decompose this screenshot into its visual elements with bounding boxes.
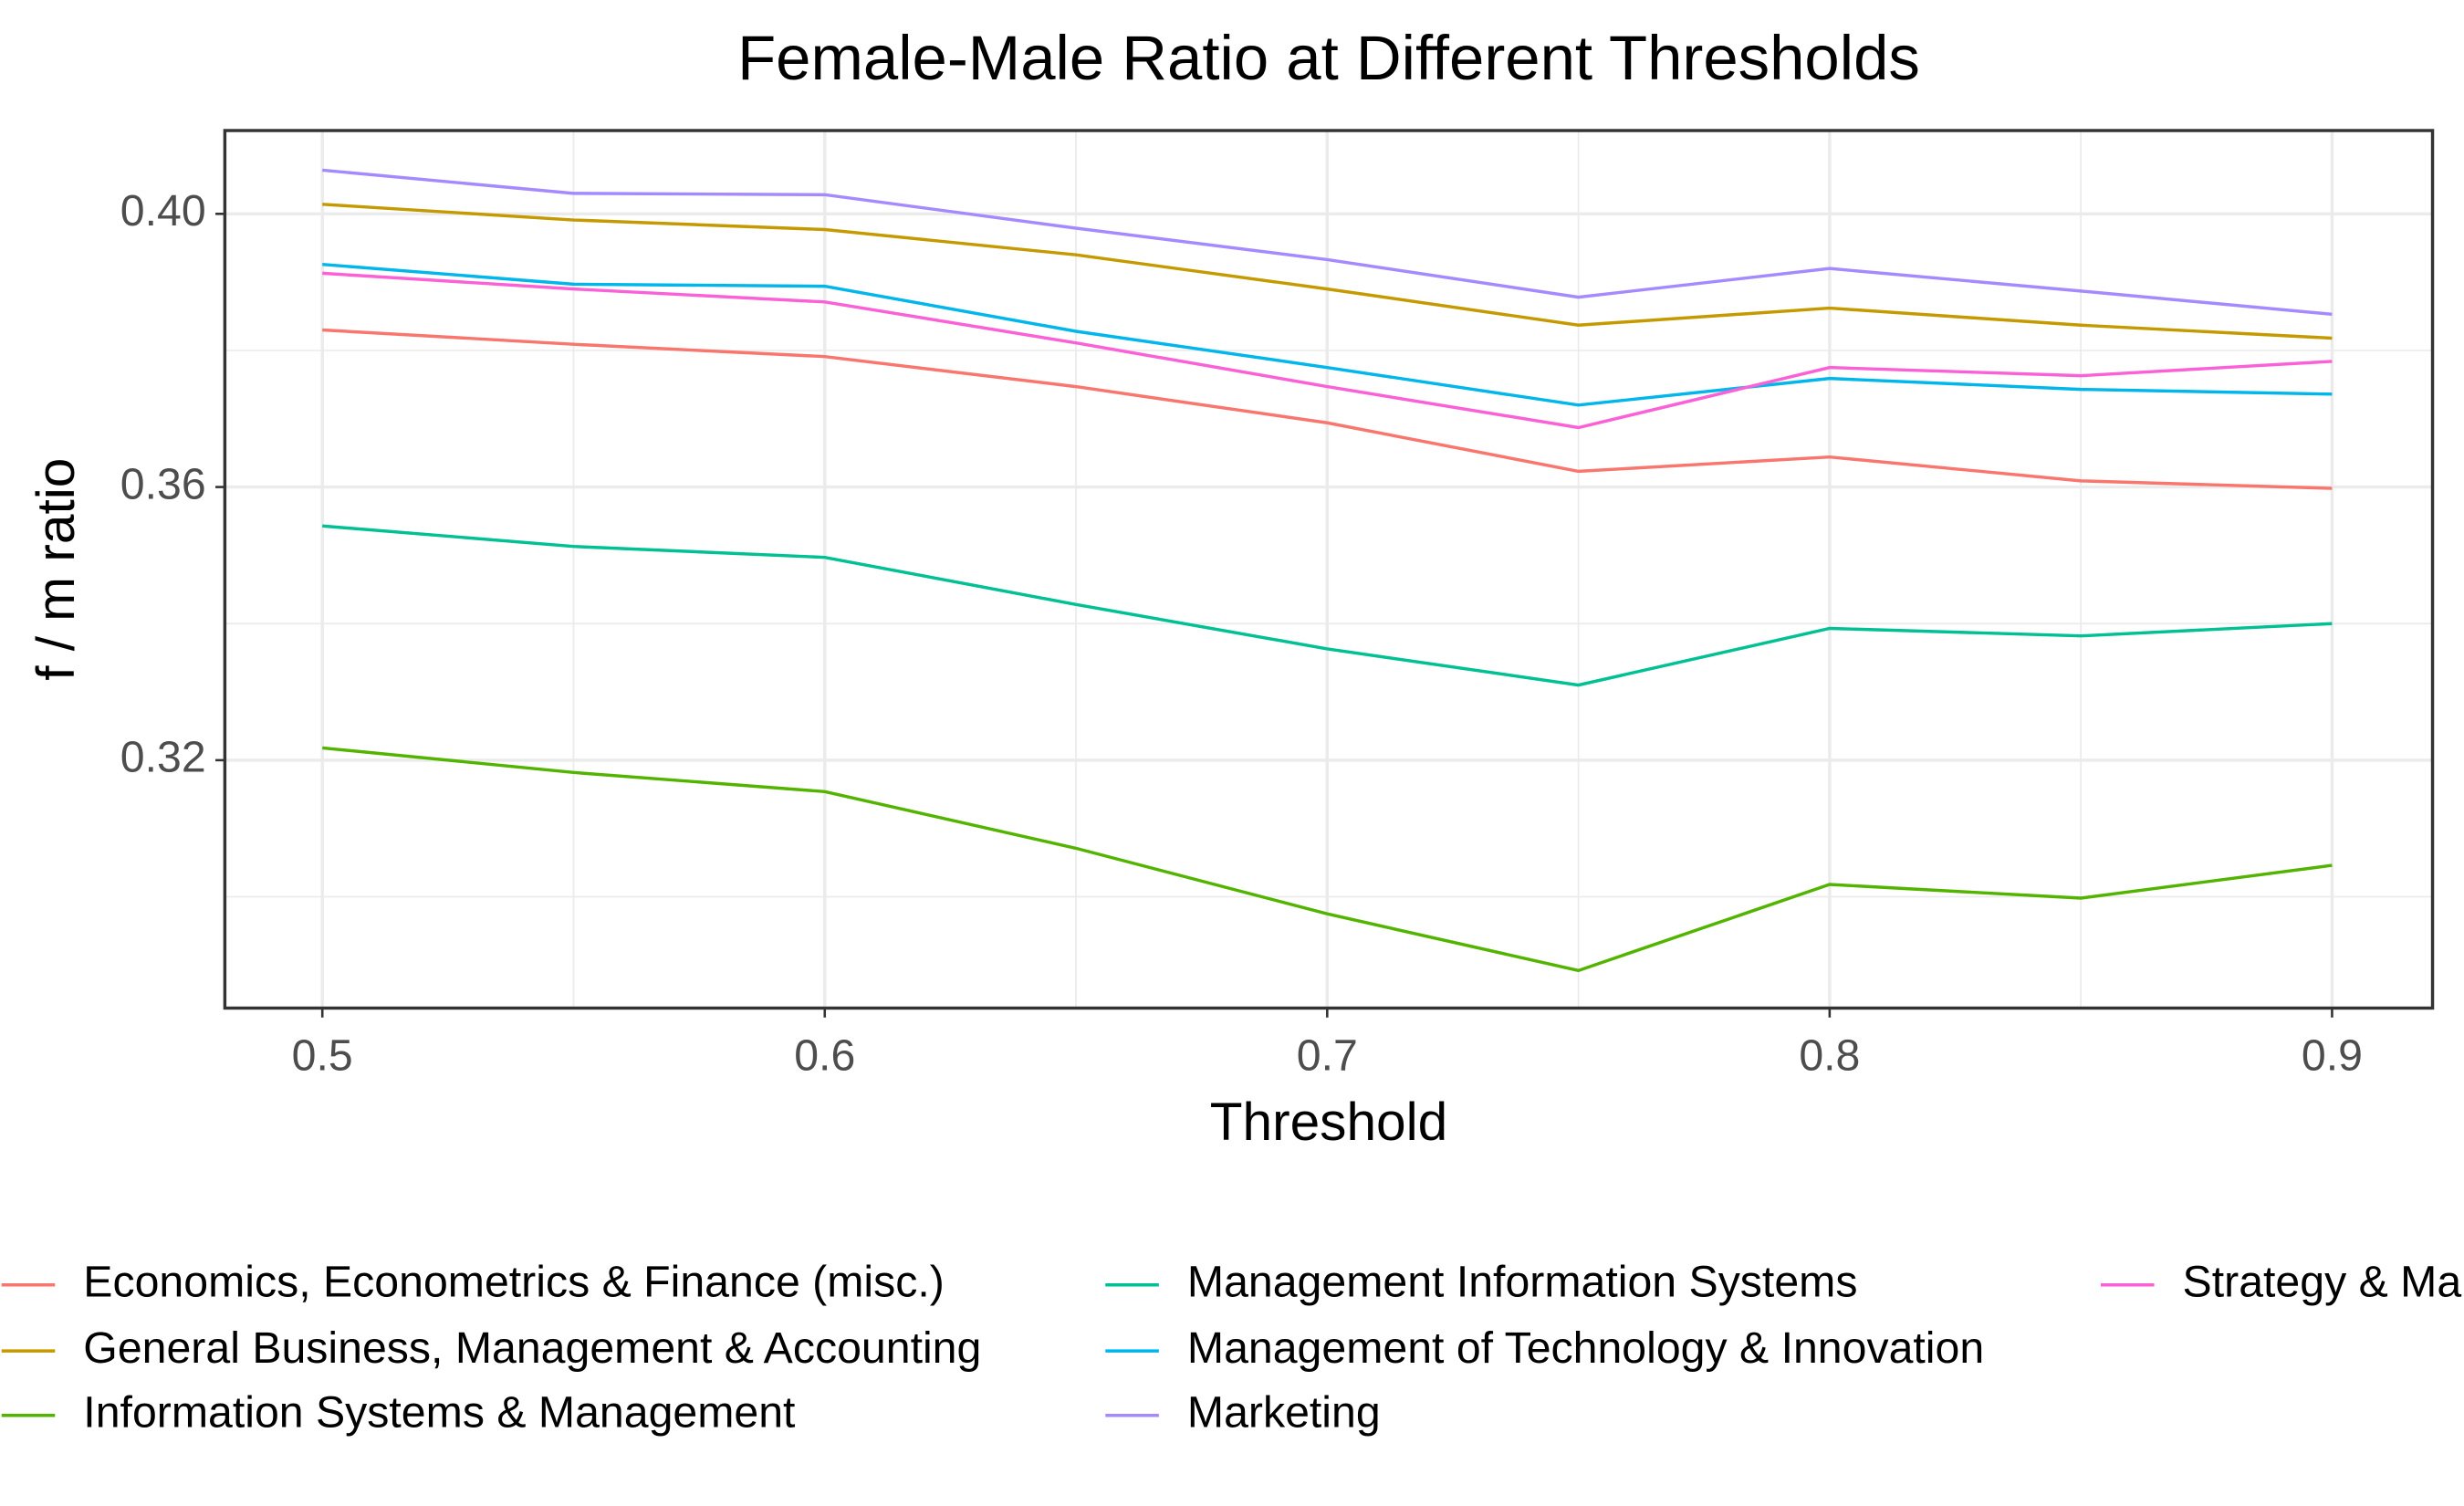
legend-label: Strategy & Ma [2183,1257,2462,1306]
x-tick-label: 0.9 [2302,1030,2363,1080]
series-line [322,746,2333,973]
x-axis-title: Threshold [1210,1093,1447,1152]
x-tick-label: 0.7 [1297,1030,1358,1080]
series-line [322,203,2333,340]
x-tick-label: 0.5 [292,1030,353,1080]
x-tick-label: 0.6 [794,1030,855,1080]
series-line [322,524,2333,687]
y-tick-label: 0.32 [120,733,206,782]
y-axis-title: f / m ratio [26,458,86,681]
series-line [322,168,2333,317]
legend-label: Economics, Econometrics & Finance (misc.… [83,1257,945,1306]
legend-label: General Business, Management & Accountin… [83,1323,981,1373]
y-tick-label: 0.40 [120,186,206,235]
plot-border [223,129,2435,1010]
legend-label: Management of Technology & Innovation [1187,1323,1984,1373]
chart-title: Female-Male Ratio at Different Threshold… [737,23,1920,93]
y-tick-label: 0.36 [120,459,206,508]
series-line [322,262,2333,407]
series-line [322,328,2333,490]
legend-label: Management Information Systems [1187,1257,1858,1306]
legend-label: Marketing [1187,1387,1381,1437]
legend-label: Information Systems & Management [83,1387,796,1437]
series-line [322,271,2333,430]
x-tick-label: 0.8 [1799,1030,1860,1080]
